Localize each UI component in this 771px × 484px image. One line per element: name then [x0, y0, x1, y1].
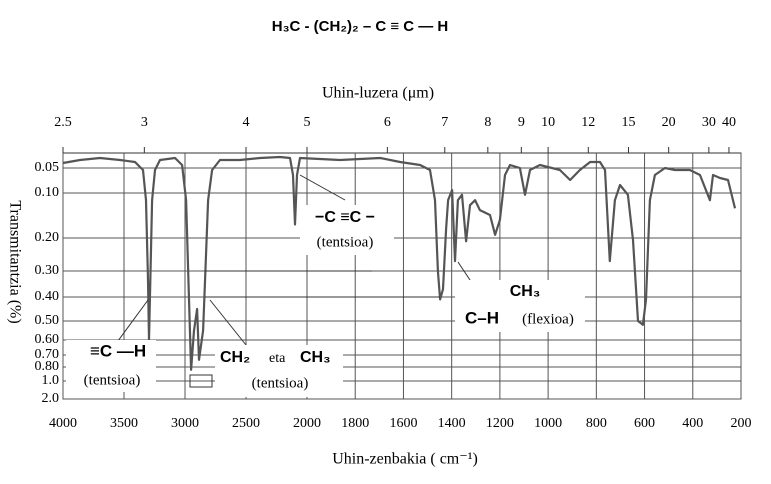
label-bg: [66, 340, 156, 392]
top-tick-label: 7: [441, 115, 448, 130]
x-tick-label: 3000: [171, 416, 199, 431]
x-tick-label: 2500: [232, 416, 260, 431]
x-tick-label: 1000: [534, 416, 562, 431]
y-tick-label: 0.60: [35, 332, 60, 347]
top-tick-label: 5: [304, 115, 311, 130]
label-bg: [455, 280, 585, 332]
top-tick-label: 12: [581, 115, 595, 130]
x-tick-label: 1800: [341, 416, 369, 431]
top-tick-label: 10: [541, 115, 555, 130]
annotation: C–H: [465, 308, 499, 327]
annotation: (tentsioa): [252, 375, 309, 391]
x-tick-label: 200: [731, 416, 752, 431]
annotation: (tentsioa): [84, 372, 141, 388]
top-tick-label: 15: [621, 115, 635, 130]
x-tick-label: 600: [634, 416, 655, 431]
spectrum-line: [62, 155, 737, 371]
top-tick-label: 30: [702, 115, 716, 130]
top-tick-label: 20: [662, 115, 676, 130]
top-tick-label: 2.5: [54, 115, 72, 130]
x-tick-label: 1600: [389, 416, 417, 431]
leader: [299, 174, 346, 201]
y-tick-label: 0.50: [35, 313, 60, 328]
top-tick-label: 40: [722, 115, 736, 130]
y-tick-label: 0.20: [35, 230, 60, 245]
annotations: −C ≡C − (tentsioa) CH₃ C–H (flexioa) ≡C …: [66, 205, 585, 397]
annotation: CH₃: [510, 283, 541, 300]
x-tick-label: 3500: [110, 416, 138, 431]
annotation: (flexioa): [522, 311, 574, 327]
y-tick-label: 2.0: [42, 391, 60, 406]
top-tick-label: 6: [384, 115, 391, 130]
annotation: (tentsioa): [317, 234, 374, 250]
top-tick-label: 8: [484, 115, 491, 130]
leader: [209, 299, 251, 351]
annotation: eta: [269, 351, 286, 366]
x-tick-label: 400: [682, 416, 703, 431]
top-tick-label: 3: [141, 115, 148, 130]
annotation: ≡C —H: [90, 341, 146, 360]
annotation: CH₂: [220, 349, 250, 366]
x-tick-label: 1400: [438, 416, 466, 431]
y-tick-label: 0.80: [35, 359, 60, 374]
label-bg: [300, 205, 394, 255]
plot-frame: [62, 152, 742, 400]
x-tick-label: 800: [586, 416, 607, 431]
label-bg: [215, 345, 343, 397]
annotation: −C ≡C −: [315, 209, 375, 226]
y-tick-label: 0.05: [35, 160, 60, 175]
y-tick-label: 1.0: [42, 373, 60, 388]
y-axis-title: Transmitantzia (%): [6, 200, 23, 323]
x-tick-label: 4000: [49, 416, 77, 431]
leader: [114, 299, 149, 346]
top-tick-label: 4: [243, 115, 250, 130]
x-tick-label: 2000: [293, 416, 321, 431]
chart-title: H₃C - (CH₂)₂ – C ≡ C — H: [272, 18, 449, 35]
annotation: CH₃: [300, 349, 331, 366]
top-tick-label: 9: [518, 115, 525, 130]
y-tick-label: 0.30: [35, 263, 60, 278]
x-axis-title: Uhin-zenbakia ( cm⁻¹): [332, 451, 478, 468]
top-axis-title: Uhin-luzera (μm): [322, 85, 434, 102]
y-tick-label: 0.40: [35, 289, 60, 304]
y-tick-label: 0.70: [35, 347, 60, 362]
x-tick-label: 1200: [486, 416, 514, 431]
y-tick-label: 0.10: [35, 185, 60, 200]
bracket: [189, 374, 213, 388]
